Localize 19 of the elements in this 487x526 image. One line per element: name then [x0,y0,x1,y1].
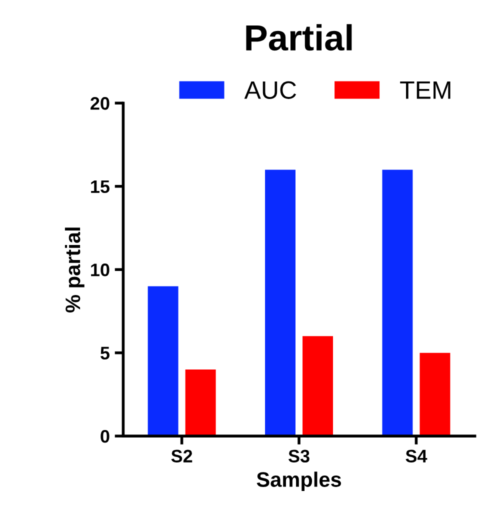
y-tick-label: 5 [100,346,110,360]
chart-title: Partial [246,24,352,51]
y-tick-label: 15 [91,180,110,194]
legend-label: TEM [400,82,450,99]
y-tick-label: 0 [100,430,110,443]
y-tick-label: 10 [91,264,110,276]
bar [420,352,450,436]
x-tick-label: S4 [406,450,428,463]
bar [148,286,178,436]
bar [265,170,296,436]
y-axis-title: % partial [64,228,84,312]
x-tick-label: S3 [288,450,310,463]
bar [382,170,413,436]
legend-label: AUC [244,81,296,99]
x-axis-title: Samples [256,472,342,492]
y-tick-label: 20 [90,97,110,110]
bar [185,369,216,436]
bar [302,336,334,436]
x-tick-label: S2 [171,450,192,463]
